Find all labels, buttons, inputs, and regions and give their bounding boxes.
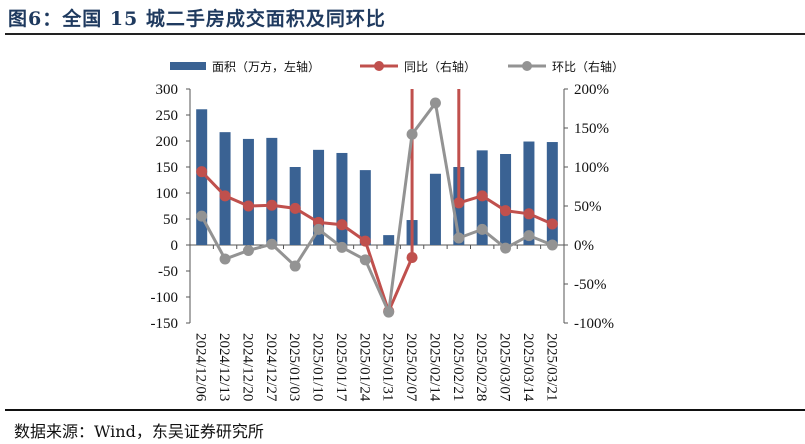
yoy-point-2024/12/13 <box>219 190 231 202</box>
x-tick-label: 2025/02/28 <box>473 333 489 401</box>
legend-label-mom: 环比（右轴） <box>552 59 624 74</box>
legend-swatch-area <box>170 62 206 70</box>
yoy-point-2025/03/07 <box>500 205 512 217</box>
mom-point-2025/01/10 <box>313 223 325 235</box>
mom-point-2025/03/07 <box>500 242 512 254</box>
legend-marker-mom <box>522 61 532 71</box>
bar-2024/12/20 <box>242 138 254 245</box>
legend-label-area: 面积（万方，左轴） <box>212 59 320 74</box>
bar-2025/01/31 <box>383 235 395 245</box>
mom-point-2025/03/14 <box>523 230 535 242</box>
mom-point-2025/01/17 <box>336 241 348 253</box>
bar-2024/12/27 <box>266 137 278 245</box>
x-tick-label: 2025/02/14 <box>426 333 442 402</box>
x-tick-label: 2025/03/14 <box>520 333 536 402</box>
x-tick-label: 2025/01/10 <box>310 333 326 401</box>
yoy-point-2024/12/20 <box>242 200 254 212</box>
x-tick-label: 2025/03/07 <box>497 333 513 402</box>
legend: 面积（万方，左轴） 同比（右轴） 环比（右轴） <box>170 59 624 74</box>
left-tick-label: 50 <box>163 212 178 228</box>
right-tick-label: 200% <box>574 82 609 98</box>
yoy-point-2025/03/14 <box>523 208 535 220</box>
legend-label-yoy: 同比（右轴） <box>404 59 476 74</box>
figure-title: 图6：全国 15 城二手房成交面积及同环比 <box>8 8 386 30</box>
yoy-point-2024/12/27 <box>266 199 278 211</box>
right-tick-label: -50% <box>574 277 607 293</box>
bar-2025/01/17 <box>336 152 348 245</box>
left-tick-label: -100 <box>151 290 179 306</box>
left-tick-label: 150 <box>156 160 179 176</box>
right-tick-label: 50% <box>574 199 602 215</box>
left-tick-label: 100 <box>156 186 179 202</box>
bar-2025/03/21 <box>546 142 558 245</box>
x-tick-label: 2025/02/07 <box>403 333 419 402</box>
line-mom <box>200 101 553 314</box>
mom-point-2025/01/24 <box>359 254 371 266</box>
yoy-point-2025/01/24 <box>359 235 371 247</box>
yoy-point-2024/12/06 <box>196 166 208 178</box>
bar-2024/12/13 <box>219 132 231 245</box>
mom-point-2025/02/14 <box>429 97 441 109</box>
yoy-point-2025/01/17 <box>336 219 348 231</box>
left-tick-label: 250 <box>156 108 179 124</box>
x-tick-label: 2025/01/03 <box>286 333 302 401</box>
left-tick-label: -150 <box>151 316 179 332</box>
yoy-point-2025/01/03 <box>289 202 301 214</box>
right-tick-label: 150% <box>574 121 609 137</box>
bar-2025/01/24 <box>359 170 371 245</box>
yoy-point-2025/02/07 <box>406 251 418 263</box>
mom-point-2024/12/06 <box>196 210 208 222</box>
x-tick-label: 2024/12/13 <box>216 333 232 401</box>
x-tick-label: 2024/12/06 <box>193 333 209 402</box>
legend-marker-yoy <box>374 61 384 71</box>
x-tick-label: 2024/12/27 <box>263 333 279 402</box>
mom-point-2024/12/20 <box>242 244 254 256</box>
mom-point-2025/01/03 <box>289 260 301 272</box>
x-tick-label: 2025/03/21 <box>543 333 559 401</box>
right-tick-label: 100% <box>574 160 609 176</box>
mom-point-2025/02/21 <box>453 232 465 244</box>
x-tick-label: 2025/01/24 <box>356 333 372 402</box>
bar-2025/02/14 <box>429 173 441 245</box>
bottom-rule <box>5 409 805 411</box>
bar-2025/03/07 <box>500 154 512 245</box>
left-tick-label: 300 <box>156 82 179 98</box>
mom-point-2025/03/21 <box>546 239 558 251</box>
left-tick-label: -50 <box>158 264 178 280</box>
yoy-point-2025/02/21 <box>453 197 465 209</box>
x-tick-label: 2025/02/21 <box>450 333 466 401</box>
mom-point-2025/02/28 <box>476 223 488 235</box>
x-tick-label: 2024/12/20 <box>239 333 255 401</box>
mom-point-2025/01/31 <box>383 306 395 318</box>
left-tick-label: 0 <box>171 238 179 254</box>
bar-2025/01/10 <box>313 149 325 245</box>
x-tick-label: 2025/01/17 <box>333 333 349 402</box>
x-tick-label: 2025/01/31 <box>380 333 396 401</box>
mom-point-2025/02/07 <box>406 128 418 140</box>
mom-point-2024/12/13 <box>219 253 231 265</box>
left-tick-label: 200 <box>156 134 179 150</box>
title-rule <box>5 33 805 35</box>
mom-point-2024/12/27 <box>266 238 278 250</box>
right-tick-label: 0% <box>574 238 594 254</box>
line-yoy <box>200 89 553 313</box>
right-tick-label: -100% <box>574 316 614 332</box>
yoy-point-2025/03/21 <box>546 218 558 230</box>
yoy-point-2025/02/28 <box>476 190 488 202</box>
source-note: 数据来源：Wind，东吴证券研究所 <box>14 422 264 441</box>
bar-2025/03/14 <box>523 141 535 245</box>
